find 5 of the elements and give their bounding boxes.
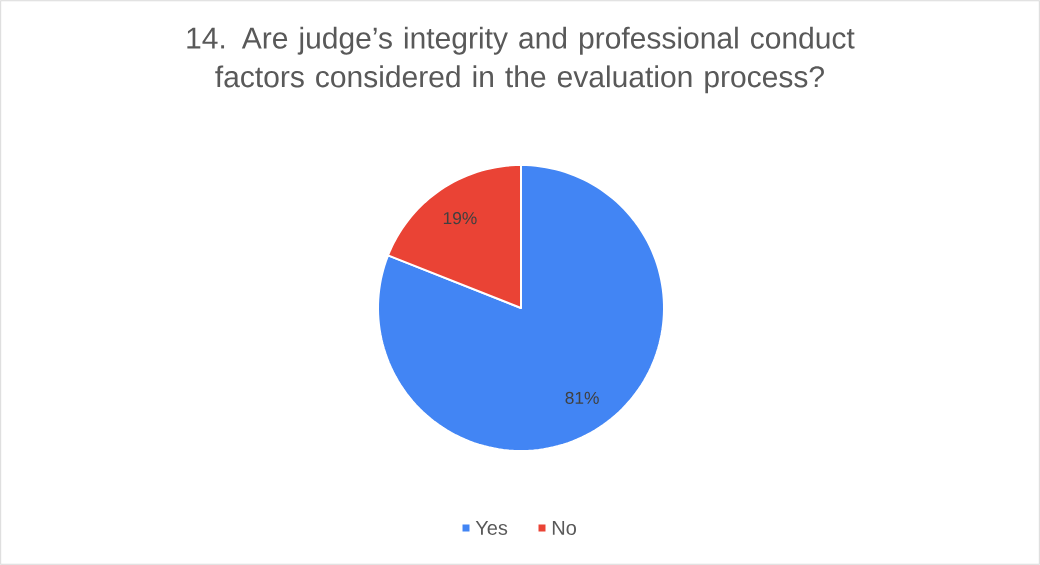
chart-title: 14. Are judge’s integrity and professional conduct factors considered in the evaluation process? (187, 26, 855, 94)
data-label: 19% (443, 211, 477, 225)
legend-label: No (552, 521, 576, 535)
legend-label: Yes (475, 521, 508, 535)
data-label: 81% (565, 391, 599, 405)
